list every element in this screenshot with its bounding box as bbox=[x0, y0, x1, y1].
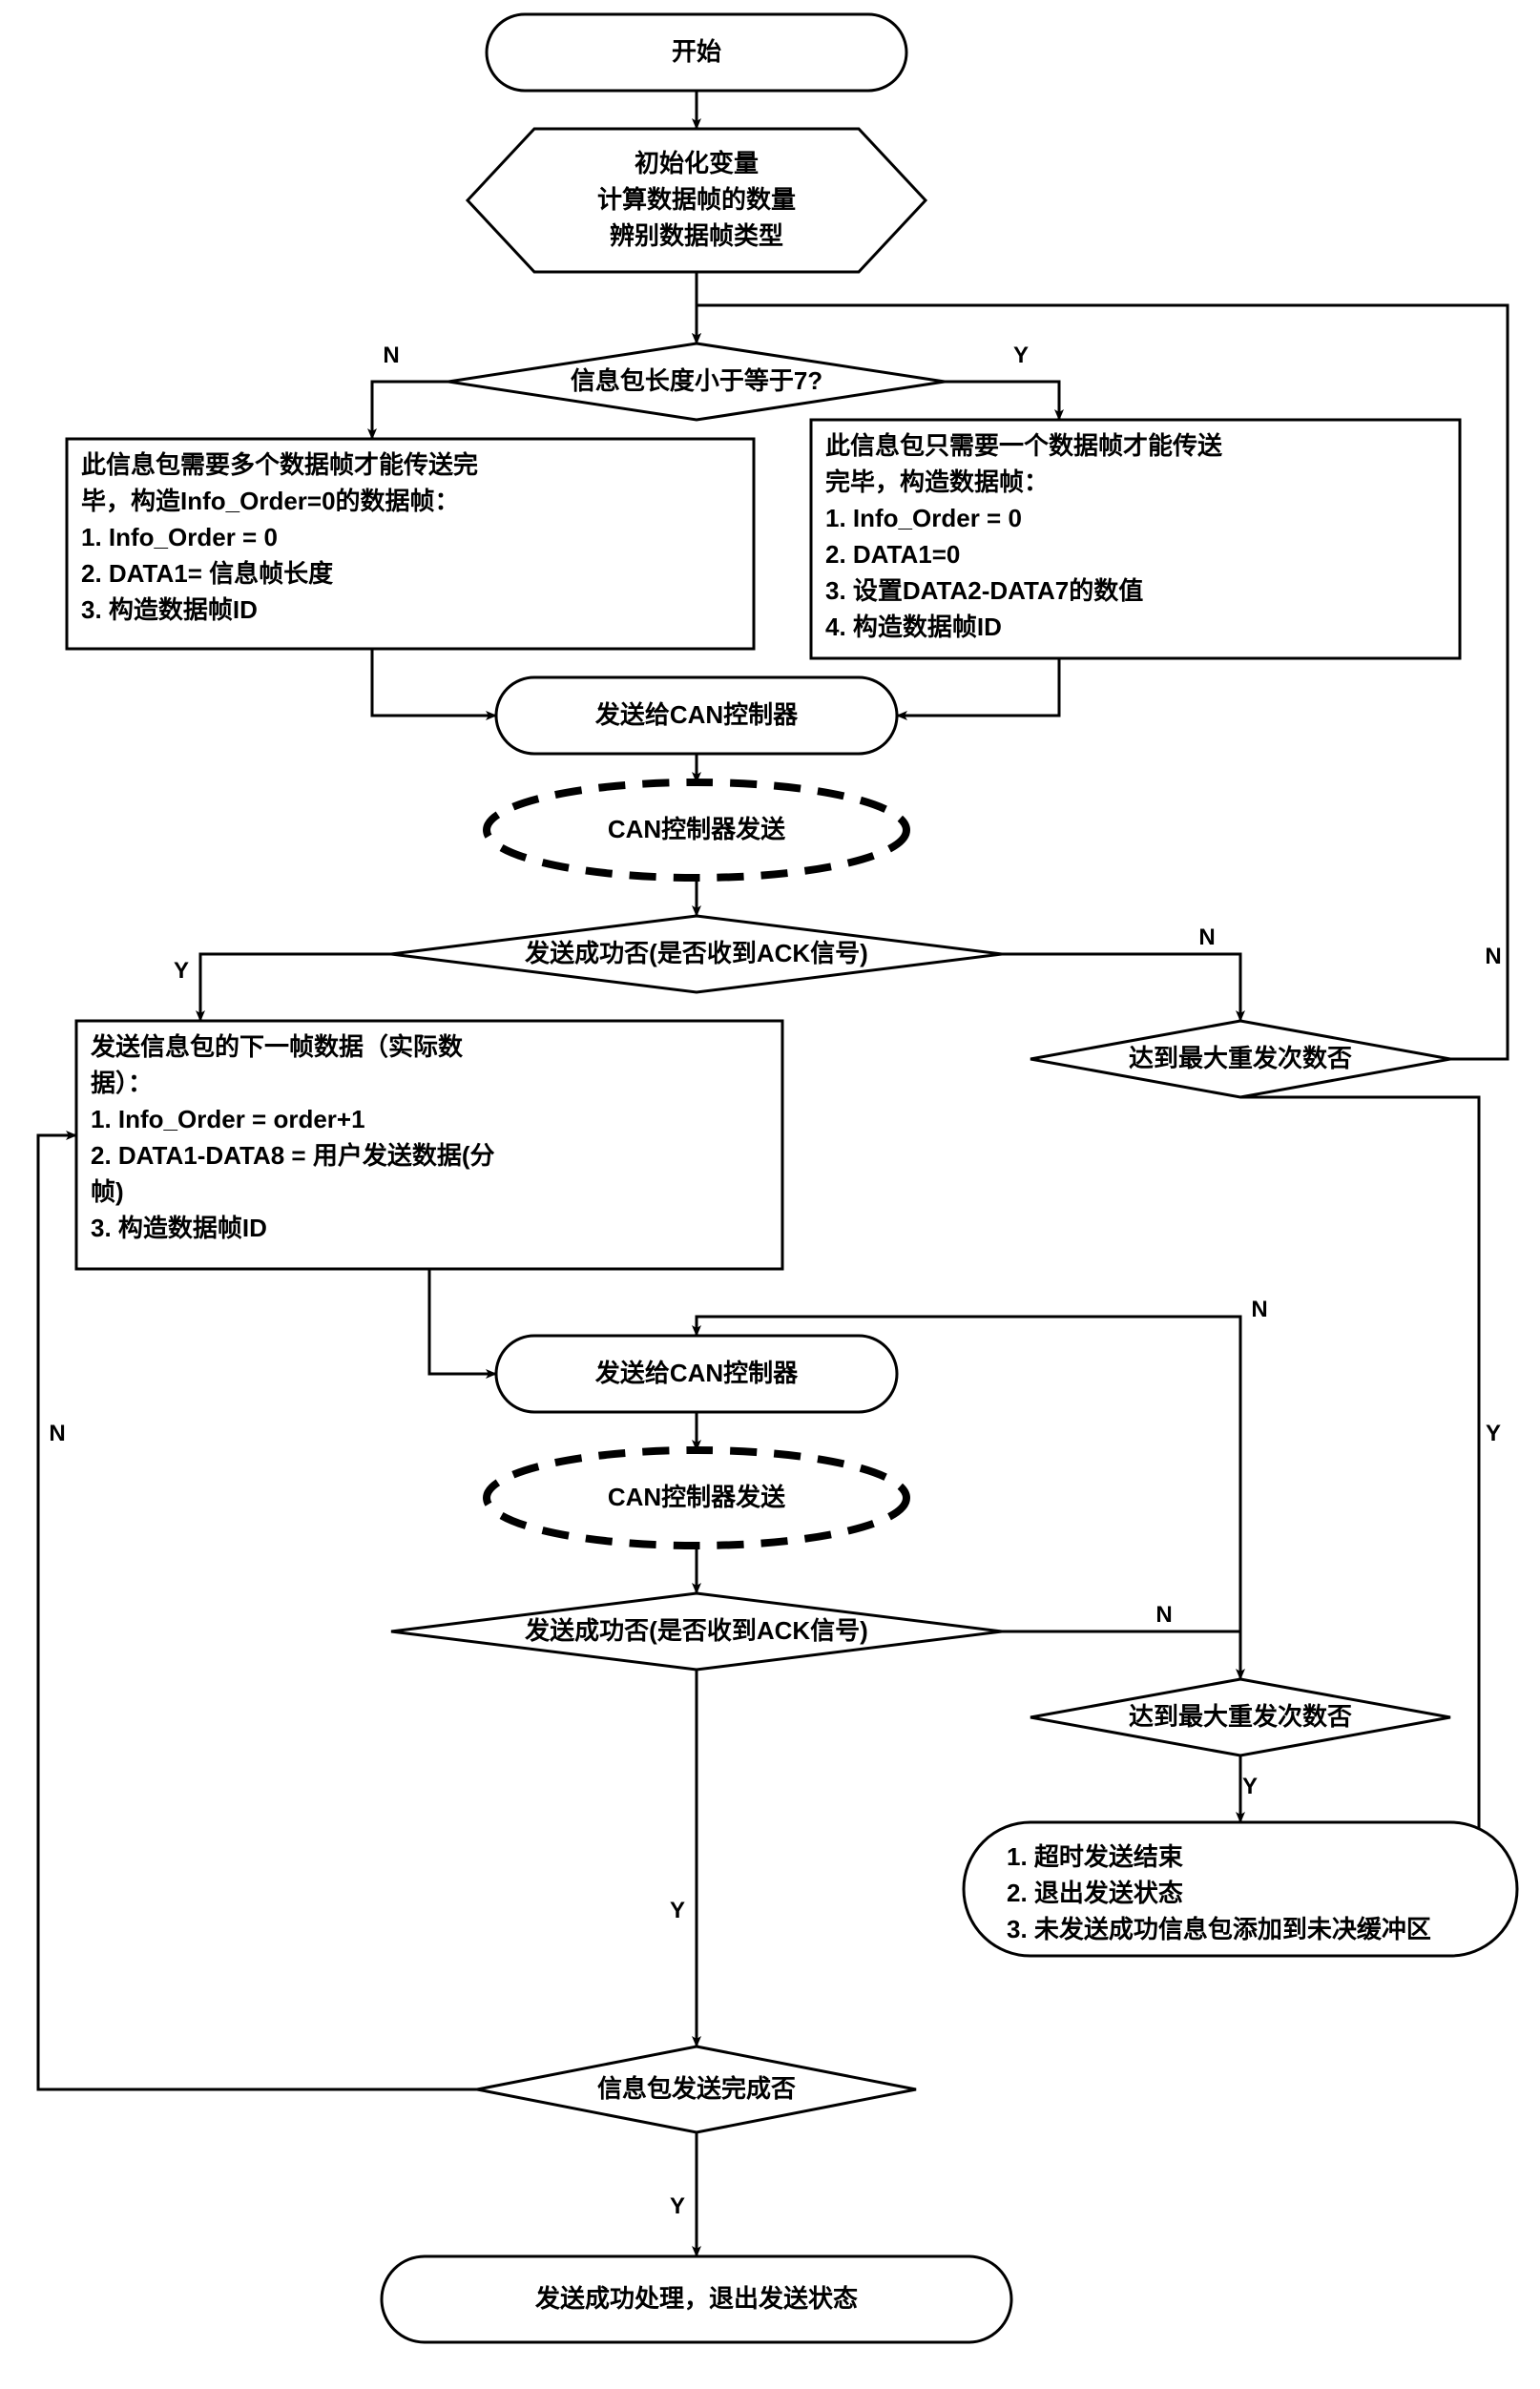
node-proc_next: 发送信息包的下一帧数据（实际数据）： 1. Info_Order = order… bbox=[76, 1021, 782, 1269]
svg-text:CAN控制器发送: CAN控制器发送 bbox=[608, 1483, 785, 1511]
edge-5 bbox=[897, 658, 1059, 716]
svg-text:3. 构造数据帧ID: 3. 构造数据帧ID bbox=[81, 595, 258, 624]
node-timeout: 1. 超时发送结束 2. 退出发送状态 3. 未发送成功信息包添加到未决缓冲区 bbox=[964, 1822, 1517, 1956]
edge-label: N bbox=[49, 1421, 65, 1446]
svg-text:初始化变量: 初始化变量 bbox=[635, 149, 759, 177]
svg-text:3. 构造数据帧ID: 3. 构造数据帧ID bbox=[91, 1214, 267, 1242]
svg-text:发送给CAN控制器: 发送给CAN控制器 bbox=[594, 700, 799, 729]
flowchart-svg: N Y Y N N Y Y N N Y Y N 开始初始化变量计算数据帧的数量辨别数据帧类型信息包长度… bbox=[10, 10, 1540, 2379]
svg-text:完毕，构造数据帧：: 完毕，构造数据帧： bbox=[825, 467, 1049, 496]
svg-text:发送信息包的下一帧数据（实际数: 发送信息包的下一帧数据（实际数 bbox=[90, 1032, 464, 1061]
edge-19: Y bbox=[670, 2132, 697, 2256]
edge-label: N bbox=[1155, 1602, 1172, 1628]
svg-text:CAN控制器发送: CAN控制器发送 bbox=[608, 815, 785, 843]
edge-3: Y bbox=[945, 343, 1059, 420]
node-proc_single: 此信息包只需要一个数据帧才能传送完毕，构造数据帧： 1. Info_Order … bbox=[811, 420, 1460, 658]
node-send1: 发送给CAN控制器 bbox=[496, 677, 897, 754]
node-proc_multi: 此信息包需要多个数据帧才能传送完毕，构造Info_Order=0的数据帧： 1.… bbox=[67, 439, 754, 649]
edge-18: Y bbox=[1240, 1755, 1258, 1822]
svg-text:此信息包需要多个数据帧才能传送完: 此信息包需要多个数据帧才能传送完 bbox=[81, 450, 478, 479]
svg-text:达到最大重发次数否: 达到最大重发次数否 bbox=[1129, 1044, 1352, 1072]
node-init: 初始化变量计算数据帧的数量辨别数据帧类型 bbox=[468, 129, 926, 272]
edge-label: Y bbox=[670, 2193, 685, 2219]
node-start: 开始 bbox=[487, 14, 906, 91]
node-dec_retry1: 达到最大重发次数否 bbox=[1030, 1021, 1450, 1097]
node-dec_ack2: 发送成功否(是否收到ACK信号) bbox=[391, 1593, 1002, 1670]
edge-label: Y bbox=[1486, 1421, 1501, 1446]
edge-11: Y bbox=[1240, 1097, 1501, 1889]
edge-16: N bbox=[1002, 1602, 1240, 1679]
svg-text:发送成功处理，退出发送状态: 发送成功处理，退出发送状态 bbox=[534, 2284, 858, 2313]
edge-8: Y bbox=[174, 954, 391, 1021]
svg-text:帧): 帧) bbox=[91, 1177, 124, 1206]
svg-text:发送成功否(是否收到ACK信号): 发送成功否(是否收到ACK信号) bbox=[524, 1616, 868, 1645]
node-dec_ack1: 发送成功否(是否收到ACK信号) bbox=[391, 916, 1002, 992]
edge-15: Y bbox=[670, 1670, 697, 2046]
svg-text:开始: 开始 bbox=[672, 37, 721, 66]
svg-text:3. 设置DATA2-DATA7的数值: 3. 设置DATA2-DATA7的数值 bbox=[825, 576, 1143, 605]
svg-text:辨别数据帧类型: 辨别数据帧类型 bbox=[610, 221, 783, 250]
edge-label: Y bbox=[1242, 1774, 1258, 1799]
edge-4 bbox=[372, 649, 496, 716]
edge-12 bbox=[429, 1269, 496, 1374]
svg-text:达到最大重发次数否: 达到最大重发次数否 bbox=[1129, 1702, 1352, 1731]
node-success: 发送成功处理，退出发送状态 bbox=[382, 2256, 1011, 2342]
edge-label: Y bbox=[174, 958, 189, 984]
svg-text:发送成功否(是否收到ACK信号): 发送成功否(是否收到ACK信号) bbox=[524, 939, 868, 967]
edge-2: N bbox=[372, 343, 448, 439]
edge-20: N bbox=[38, 1135, 477, 2089]
svg-text:2. 退出发送状态: 2. 退出发送状态 bbox=[1007, 1879, 1183, 1907]
svg-text:计算数据帧的数量: 计算数据帧的数量 bbox=[597, 185, 796, 214]
svg-text:信息包发送完成否: 信息包发送完成否 bbox=[597, 2074, 796, 2103]
node-can1: CAN控制器发送 bbox=[487, 782, 906, 878]
svg-text:毕，构造Info_Order=0的数据帧：: 毕，构造Info_Order=0的数据帧： bbox=[81, 487, 460, 515]
svg-text:据）：: 据）： bbox=[91, 1069, 153, 1097]
svg-text:发送给CAN控制器: 发送给CAN控制器 bbox=[594, 1359, 799, 1387]
svg-text:2. DATA1=0: 2. DATA1=0 bbox=[825, 540, 960, 569]
node-send2: 发送给CAN控制器 bbox=[496, 1336, 897, 1412]
edge-label: Y bbox=[670, 1898, 685, 1923]
edge-9: N bbox=[1002, 924, 1240, 1021]
svg-text:3. 未发送成功信息包添加到未决缓冲区: 3. 未发送成功信息包添加到未决缓冲区 bbox=[1007, 1915, 1431, 1943]
svg-text:此信息包只需要一个数据帧才能传送: 此信息包只需要一个数据帧才能传送 bbox=[825, 431, 1222, 460]
svg-text:2. DATA1-DATA8 = 用户发送数据(分: 2. DATA1-DATA8 = 用户发送数据(分 bbox=[91, 1141, 494, 1170]
svg-text:1. Info_Order = order+1: 1. Info_Order = order+1 bbox=[91, 1105, 365, 1133]
svg-text:1. Info_Order = 0: 1. Info_Order = 0 bbox=[81, 523, 278, 551]
svg-text:4. 构造数据帧ID: 4. 构造数据帧ID bbox=[825, 613, 1002, 641]
node-dec_len: 信息包长度小于等于7? bbox=[448, 343, 945, 420]
node-can2: CAN控制器发送 bbox=[487, 1450, 906, 1546]
svg-text:信息包长度小于等于7?: 信息包长度小于等于7? bbox=[571, 366, 822, 395]
svg-text:2. DATA1= 信息帧长度: 2. DATA1= 信息帧长度 bbox=[81, 559, 333, 588]
svg-text:1. Info_Order = 0: 1. Info_Order = 0 bbox=[825, 504, 1022, 532]
nodes-layer: 开始初始化变量计算数据帧的数量辨别数据帧类型信息包长度小于等于7? 此信息包需要多… bbox=[67, 14, 1517, 2342]
svg-text:1. 超时发送结束: 1. 超时发送结束 bbox=[1007, 1842, 1184, 1871]
edge-label: Y bbox=[1013, 343, 1029, 368]
edge-label: N bbox=[1251, 1297, 1267, 1322]
node-dec_done: 信息包发送完成否 bbox=[477, 2046, 916, 2132]
edge-label: N bbox=[1485, 944, 1501, 969]
edge-label: N bbox=[1198, 924, 1215, 950]
edge-label: N bbox=[383, 343, 399, 368]
node-dec_retry2: 达到最大重发次数否 bbox=[1030, 1679, 1450, 1755]
